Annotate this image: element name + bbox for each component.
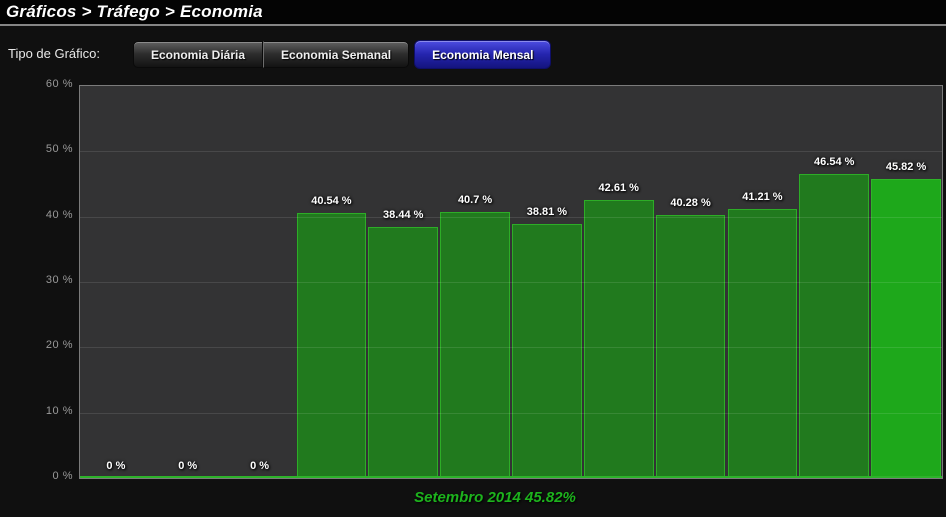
bar-slot[interactable]: 40.54 % xyxy=(296,86,368,478)
bar-slot[interactable]: 0 % xyxy=(80,86,152,478)
bar-value-label: 0 % xyxy=(250,460,270,472)
bar-value-label: 0 % xyxy=(178,460,198,472)
bar-value-label: 38.44 % xyxy=(383,208,424,221)
bar-slot[interactable]: 42.61 % xyxy=(583,86,655,478)
y-axis-tick: 30 % xyxy=(45,274,73,286)
breadcrumb-bar: Gráficos > Tráfego > Economia xyxy=(0,0,946,26)
bar-slot[interactable]: 45.82 % xyxy=(870,86,942,478)
plot-area: 0 % 0 % 0 % 40.54 % 38.44 % 40.7 % 38.81 % 42.6… xyxy=(79,85,943,479)
bar[interactable] xyxy=(583,199,654,478)
bar-value-label: 41.21 % xyxy=(742,190,783,203)
bar[interactable] xyxy=(440,212,510,478)
bar-value-label: 38.81 % xyxy=(526,206,568,219)
y-axis-tick: 20 % xyxy=(45,339,73,352)
tab-economia-diaria[interactable]: Economia Diária xyxy=(133,41,264,68)
y-axis-tick: 50 % xyxy=(45,143,73,156)
bar[interactable] xyxy=(655,214,726,478)
bar-value-label: 40.7 % xyxy=(457,194,493,207)
bar-slot[interactable]: 0 % xyxy=(152,86,224,478)
breadcrumb: Gráficos > Tráfego > Economia xyxy=(6,2,263,21)
bar-slot[interactable]: 38.44 % xyxy=(367,86,439,478)
bar-value-label: 45.82 % xyxy=(885,160,927,173)
bar[interactable] xyxy=(727,208,798,478)
gridline xyxy=(80,151,942,153)
bar[interactable] xyxy=(368,226,439,478)
bar-slot[interactable]: 41.21 % xyxy=(727,86,799,478)
gridline xyxy=(80,282,942,283)
bar-slot[interactable]: 40.28 % xyxy=(655,86,727,478)
chart-type-label: Tipo de Gráfico: xyxy=(8,46,101,61)
bar[interactable] xyxy=(296,213,367,478)
tab-economia-semanal[interactable]: Economia Semanal xyxy=(263,41,410,68)
bar-value-label: 40.28 % xyxy=(670,196,711,209)
bar-highlighted[interactable] xyxy=(871,178,941,478)
bar-value-label: 42.61 % xyxy=(598,181,639,194)
bar-value-label: 46.54 % xyxy=(814,155,855,168)
gridline xyxy=(80,412,942,414)
y-axis-tick: 10 % xyxy=(45,404,73,417)
y-axis-tick: 40 % xyxy=(45,208,73,221)
chart-type-tabs: Economia Diária Economia Semanal Economia … xyxy=(133,40,552,69)
gridline xyxy=(80,216,942,218)
bar-slot[interactable]: 0 % xyxy=(224,86,296,478)
bar-slot[interactable]: 46.54 % xyxy=(798,86,870,478)
y-axis-tick: 60 % xyxy=(45,78,73,90)
gridline xyxy=(80,347,942,349)
bar-slot[interactable]: 38.81 % xyxy=(511,86,583,478)
bar[interactable] xyxy=(799,173,870,478)
chart-caption: Setembro 2014 45.82% xyxy=(414,489,576,506)
bar[interactable] xyxy=(512,224,582,478)
bar-value-label: 40.54 % xyxy=(311,195,352,208)
bar-slot[interactable]: 40.7 % xyxy=(439,86,511,478)
bar-value-label: 0 % xyxy=(106,460,126,472)
y-axis-tick: 0 % xyxy=(52,470,73,482)
tab-economia-mensal[interactable]: Economia Mensal xyxy=(414,40,552,69)
zero-baseline xyxy=(80,476,942,478)
